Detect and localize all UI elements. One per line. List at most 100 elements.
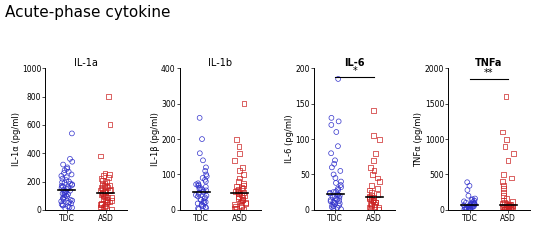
Point (501, 144, 509, 148)
Point (508, 205, 516, 209)
Point (231, 190, 239, 193)
Point (329, 200, 338, 204)
Point (60, 193, 68, 197)
Point (66, 157, 74, 161)
Point (198, 137, 207, 141)
Point (506, 204, 515, 208)
Point (370, 169, 378, 173)
Point (465, 207, 474, 211)
Point (104, 186, 112, 190)
Point (235, 144, 243, 148)
Point (234, 192, 242, 196)
Point (369, 158, 378, 162)
Point (237, 199, 246, 203)
Text: *: * (353, 66, 357, 76)
Point (333, 192, 342, 196)
Point (335, 199, 343, 203)
Point (234, 180, 243, 183)
Point (60, 171, 68, 175)
Point (469, 200, 477, 204)
Y-axis label: IL-6 (pg/ml): IL-6 (pg/ml) (285, 115, 294, 163)
Point (101, 181, 109, 185)
Point (65, 180, 73, 183)
Point (99, 197, 108, 201)
Point (202, 206, 210, 210)
Point (58, 177, 67, 181)
Point (502, 205, 510, 209)
Point (234, 187, 243, 191)
Point (98, 187, 106, 191)
Point (375, 137, 384, 141)
Point (462, 201, 470, 205)
Point (240, 194, 249, 198)
Point (470, 199, 479, 203)
Point (330, 162, 339, 166)
Point (371, 201, 380, 205)
Point (239, 173, 248, 176)
Point (502, 137, 511, 141)
Point (96, 203, 104, 207)
Point (502, 202, 511, 206)
Point (464, 208, 472, 212)
Point (239, 165, 247, 169)
Point (333, 197, 341, 201)
Point (365, 194, 374, 198)
Point (468, 205, 476, 209)
Point (195, 183, 203, 187)
Title: TNFa: TNFa (475, 58, 503, 68)
Point (470, 202, 479, 206)
Y-axis label: IL-1β (pg/ml): IL-1β (pg/ml) (150, 112, 159, 166)
Point (67, 173, 76, 176)
Point (64, 204, 72, 208)
Point (194, 184, 202, 188)
Point (334, 188, 342, 192)
Point (68, 183, 77, 186)
Point (194, 202, 202, 205)
Point (195, 116, 204, 120)
Point (365, 188, 373, 192)
Point (239, 195, 247, 199)
Point (239, 207, 248, 211)
Text: **: ** (484, 68, 494, 78)
Point (99, 206, 108, 210)
Point (326, 198, 335, 202)
Point (465, 204, 473, 208)
Point (202, 185, 210, 189)
Point (241, 202, 249, 205)
Point (103, 195, 112, 199)
Point (336, 169, 345, 173)
Point (373, 187, 381, 191)
Point (499, 187, 508, 191)
Point (369, 199, 377, 203)
Point (504, 204, 513, 208)
Point (101, 171, 109, 175)
Point (59, 163, 67, 166)
Point (59, 197, 67, 201)
Point (371, 202, 379, 206)
Point (499, 198, 508, 202)
Point (102, 180, 111, 183)
Point (368, 194, 376, 198)
Point (57, 199, 65, 203)
Point (64, 187, 72, 191)
Point (499, 202, 507, 205)
Point (68, 160, 77, 164)
Point (332, 181, 340, 185)
Point (101, 193, 110, 197)
Point (194, 194, 202, 198)
Point (506, 207, 515, 211)
Point (499, 130, 507, 134)
Point (66, 189, 74, 193)
Point (232, 185, 241, 189)
Point (98, 192, 106, 195)
Title: IL-1a: IL-1a (74, 58, 98, 68)
Point (509, 151, 518, 155)
Point (507, 207, 516, 211)
Point (504, 206, 513, 210)
Point (57, 184, 66, 188)
Point (197, 204, 206, 208)
Point (97, 202, 105, 205)
Point (233, 137, 241, 141)
Point (58, 204, 67, 208)
Point (470, 204, 478, 208)
